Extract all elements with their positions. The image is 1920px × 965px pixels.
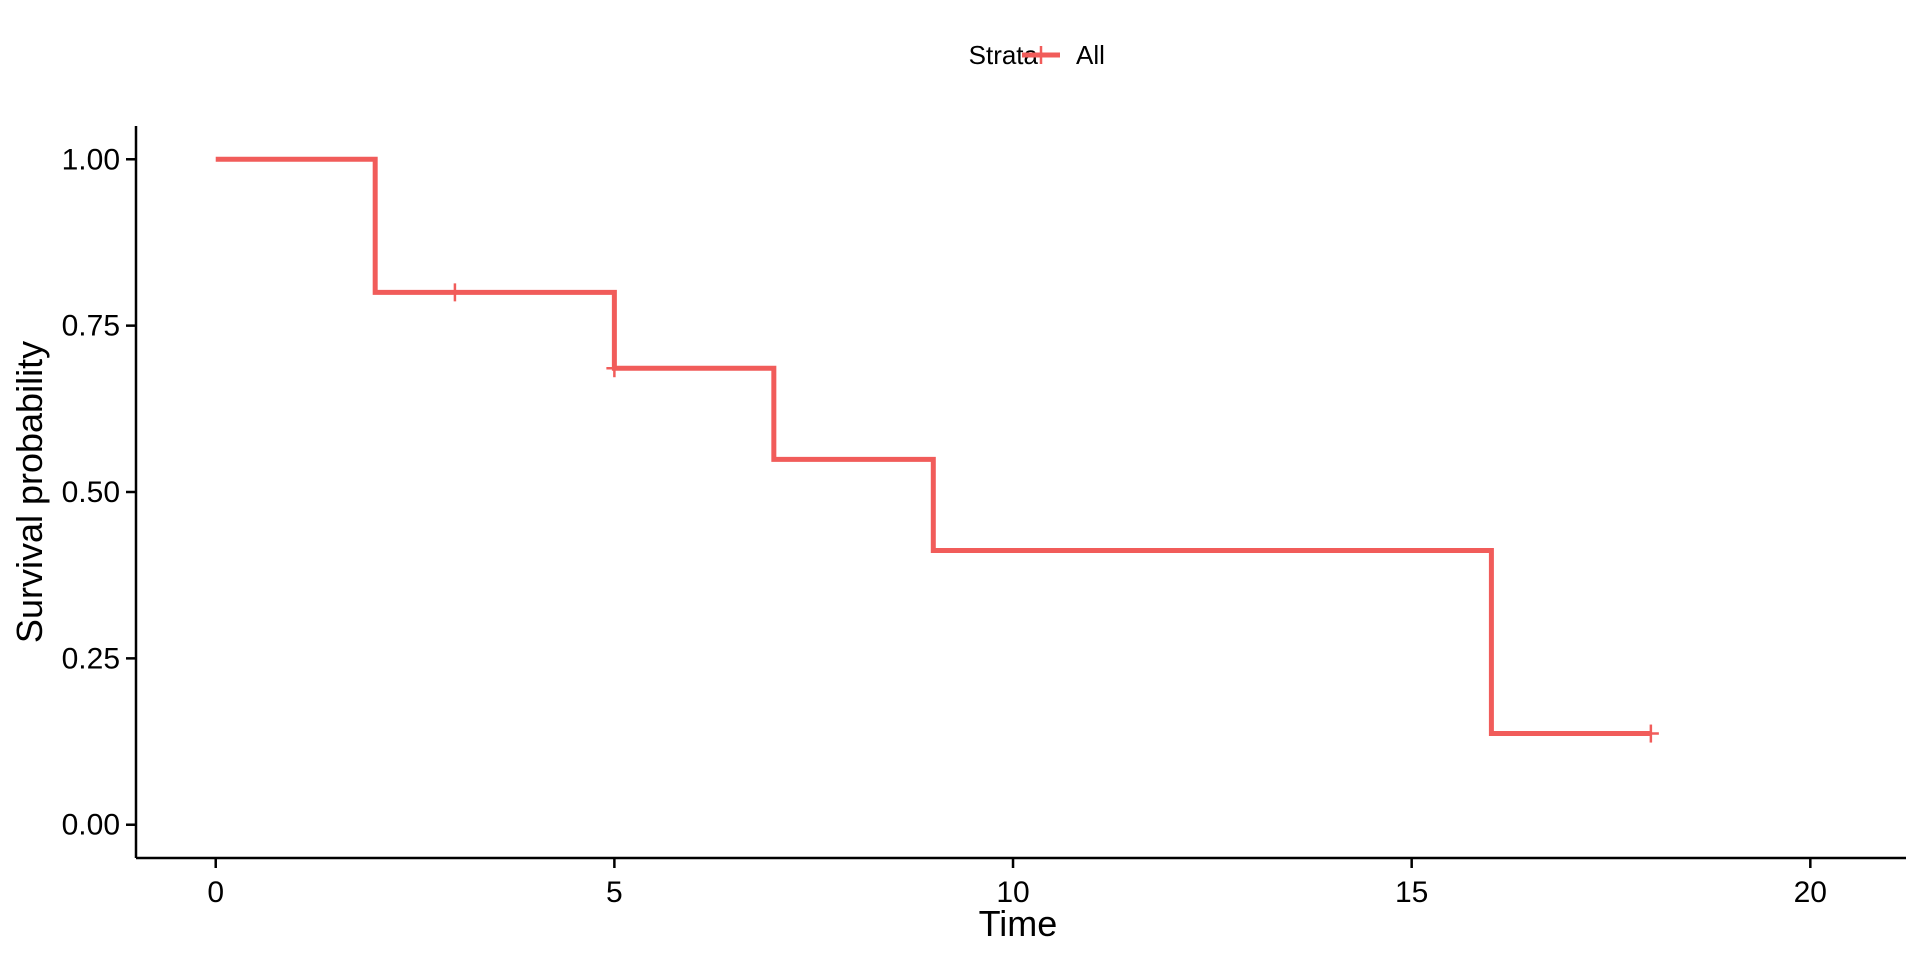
censor-mark (446, 283, 463, 302)
y-axis-title: Survival probability (9, 341, 50, 643)
y-tick-label: 0.50 (62, 476, 120, 509)
x-axis-title: Time (979, 903, 1058, 944)
censor-mark (1642, 724, 1659, 743)
x-tick-label: 15 (1395, 876, 1428, 909)
y-tick-label: 0.25 (62, 642, 120, 675)
survival-step-line (215, 156, 1651, 737)
censor-mark (606, 359, 623, 378)
y-tick-label: 0.00 (62, 809, 120, 842)
x-tick-label: 20 (1794, 876, 1827, 909)
y-tick-label: 1.00 (62, 143, 120, 176)
y-tick-label: 0.75 (62, 310, 120, 343)
axes: 0 5 10 15 20 0.00 0.25 0.50 0.75 1.00 (62, 126, 1906, 909)
x-tick-label: 0 (207, 876, 224, 909)
survival-curve (215, 156, 1659, 743)
legend-entry-all: All (1076, 40, 1105, 70)
x-tick-label: 5 (606, 876, 623, 909)
legend: Strata All (969, 40, 1105, 70)
x-tick-label: 10 (996, 876, 1029, 909)
